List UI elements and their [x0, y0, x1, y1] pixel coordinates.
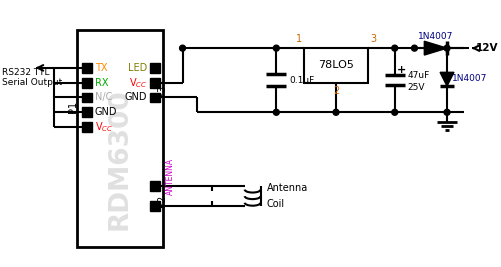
Bar: [82, 78, 92, 88]
Text: 0.1uF: 0.1uF: [289, 76, 315, 85]
Bar: [150, 78, 160, 88]
Text: 78LO5: 78LO5: [318, 60, 354, 70]
Text: Serial Output: Serial Output: [2, 78, 62, 87]
Circle shape: [179, 45, 185, 51]
Bar: [150, 181, 160, 191]
Text: 1: 1: [296, 34, 302, 44]
Text: 1N4007: 1N4007: [418, 32, 453, 41]
Bar: [82, 63, 92, 73]
Circle shape: [274, 45, 279, 51]
Text: 12V: 12V: [475, 43, 498, 53]
Text: P1: P1: [68, 101, 78, 113]
Bar: [150, 63, 160, 73]
Text: 47uF: 47uF: [407, 71, 430, 80]
Text: LED: LED: [128, 63, 147, 73]
Bar: [150, 93, 160, 103]
Text: N/C: N/C: [95, 92, 112, 103]
Text: V$_{CC}$: V$_{CC}$: [95, 120, 113, 134]
Circle shape: [392, 109, 398, 115]
Text: P2: P2: [157, 195, 167, 207]
Text: ANTENNA: ANTENNA: [166, 158, 175, 195]
Polygon shape: [424, 41, 447, 55]
Bar: [304, 48, 368, 83]
Circle shape: [444, 109, 450, 115]
Bar: [150, 201, 160, 211]
Text: Antenna: Antenna: [267, 183, 308, 193]
Circle shape: [411, 45, 417, 51]
Text: V$_{CC}$: V$_{CC}$: [129, 76, 147, 90]
Text: RDM6300: RDM6300: [107, 88, 133, 230]
Bar: [82, 107, 92, 117]
Circle shape: [444, 45, 450, 51]
Text: 25V: 25V: [407, 83, 425, 92]
Circle shape: [274, 109, 279, 115]
Bar: [77, 30, 163, 248]
Text: 1N4007: 1N4007: [452, 74, 487, 83]
Circle shape: [333, 109, 339, 115]
Text: TX: TX: [95, 63, 107, 73]
Text: GND: GND: [95, 107, 117, 117]
Bar: [82, 122, 92, 132]
Text: Coil: Coil: [267, 199, 285, 209]
Text: RS232 TTL: RS232 TTL: [2, 68, 50, 77]
Text: RX: RX: [95, 78, 108, 88]
Text: +: +: [397, 65, 406, 75]
Text: 3: 3: [370, 34, 376, 44]
Circle shape: [392, 45, 398, 51]
Text: 2: 2: [333, 86, 339, 96]
Polygon shape: [440, 72, 454, 86]
Bar: [82, 93, 92, 103]
Text: GND: GND: [125, 92, 147, 103]
Text: P3: P3: [157, 85, 167, 97]
